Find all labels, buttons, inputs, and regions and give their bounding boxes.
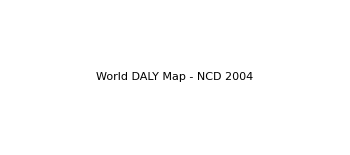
Text: World DALY Map - NCD 2004: World DALY Map - NCD 2004: [96, 73, 254, 82]
